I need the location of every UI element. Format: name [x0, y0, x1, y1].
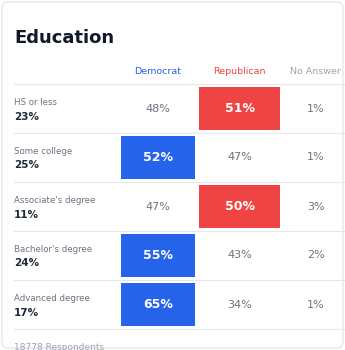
Text: 1%: 1%: [307, 153, 324, 162]
FancyBboxPatch shape: [121, 283, 195, 326]
Text: 2%: 2%: [307, 251, 324, 260]
Text: Democrat: Democrat: [135, 68, 181, 77]
Text: 47%: 47%: [146, 202, 170, 211]
Text: 55%: 55%: [143, 249, 173, 262]
Text: Republican: Republican: [213, 68, 266, 77]
Text: 3%: 3%: [307, 202, 324, 211]
Text: Advanced degree: Advanced degree: [14, 294, 90, 303]
FancyBboxPatch shape: [121, 136, 195, 179]
Text: 17%: 17%: [14, 308, 39, 317]
Text: 65%: 65%: [143, 298, 173, 311]
Text: 48%: 48%: [146, 104, 170, 113]
Text: Education: Education: [14, 29, 114, 47]
Text: 50%: 50%: [225, 200, 255, 213]
Text: Bachelor's degree: Bachelor's degree: [14, 245, 92, 254]
Text: No Answer: No Answer: [290, 68, 341, 77]
Text: HS or less: HS or less: [14, 98, 57, 107]
Text: 1%: 1%: [307, 104, 324, 113]
FancyBboxPatch shape: [199, 87, 280, 130]
FancyBboxPatch shape: [121, 234, 195, 277]
Text: 47%: 47%: [227, 153, 252, 162]
Text: 43%: 43%: [227, 251, 252, 260]
Text: 1%: 1%: [307, 300, 324, 309]
Text: 24%: 24%: [14, 259, 39, 268]
Text: 11%: 11%: [14, 210, 39, 219]
Text: 25%: 25%: [14, 161, 39, 170]
Text: Some college: Some college: [14, 147, 72, 156]
Text: 52%: 52%: [143, 151, 173, 164]
FancyBboxPatch shape: [2, 2, 343, 348]
Text: 23%: 23%: [14, 112, 39, 121]
Text: Associate's degree: Associate's degree: [14, 196, 95, 205]
Text: 34%: 34%: [227, 300, 252, 309]
Text: 51%: 51%: [225, 102, 255, 115]
FancyBboxPatch shape: [199, 185, 280, 228]
Text: 18778 Respondents: 18778 Respondents: [14, 343, 104, 350]
